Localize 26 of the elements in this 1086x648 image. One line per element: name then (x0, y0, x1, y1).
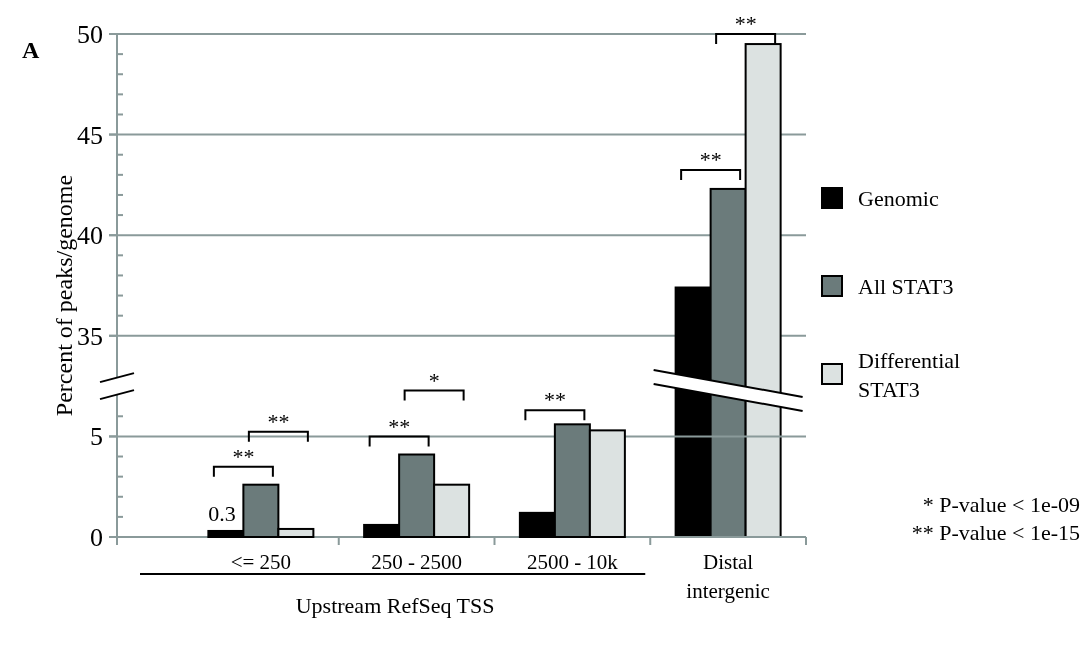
annotation: ** (734, 11, 757, 37)
x-tick-label: 250 - 2500 (371, 550, 463, 574)
data-label: 0.3 (208, 500, 236, 526)
annotation: ** (232, 443, 255, 469)
y-tick-label: 40 (77, 221, 103, 251)
text: * P-value < 1e-09 (922, 492, 1080, 517)
y-axis-title: Percent of peaks/genome (51, 174, 77, 417)
x-tick-label: Distal intergenic (686, 550, 770, 603)
y-tick-label: 5 (90, 422, 103, 452)
legend-label: All STAT3 (858, 274, 954, 299)
y-tick-label: 0 (90, 523, 103, 552)
annotation: ** (267, 408, 290, 434)
text: ** P-value < 1e-15 (911, 520, 1080, 545)
annotation: ** (388, 413, 411, 439)
x-tick-label: <= 250 (230, 550, 292, 574)
text: A (22, 37, 40, 63)
annotation: * (428, 367, 440, 393)
y-tick-label: 35 (77, 321, 103, 351)
y-tick-label: 50 (77, 20, 103, 49)
y-tick-label: 45 (77, 120, 103, 150)
legend-label: Genomic (858, 186, 939, 211)
x-tick-label: 2500 - 10k (526, 550, 619, 574)
legend-label: Differential STAT3 (858, 348, 961, 402)
annotation: ** (543, 387, 566, 413)
text: Upstream RefSeq TSS (295, 593, 495, 618)
annotation: ** (699, 146, 722, 172)
